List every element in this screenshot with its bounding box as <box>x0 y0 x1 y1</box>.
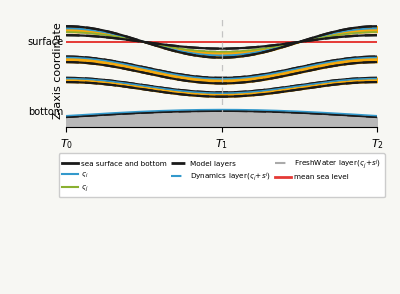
Text: surface: surface <box>27 37 63 47</box>
Legend: sea surface and bottom, $\varsigma_i$, $\varsigma_j$, Model layers, Dynamics lay: sea surface and bottom, $\varsigma_i$, $… <box>59 153 384 197</box>
Y-axis label: Z-axis coordinate: Z-axis coordinate <box>54 23 64 119</box>
X-axis label: Time: Time <box>208 156 235 166</box>
Text: bottom: bottom <box>28 107 63 117</box>
